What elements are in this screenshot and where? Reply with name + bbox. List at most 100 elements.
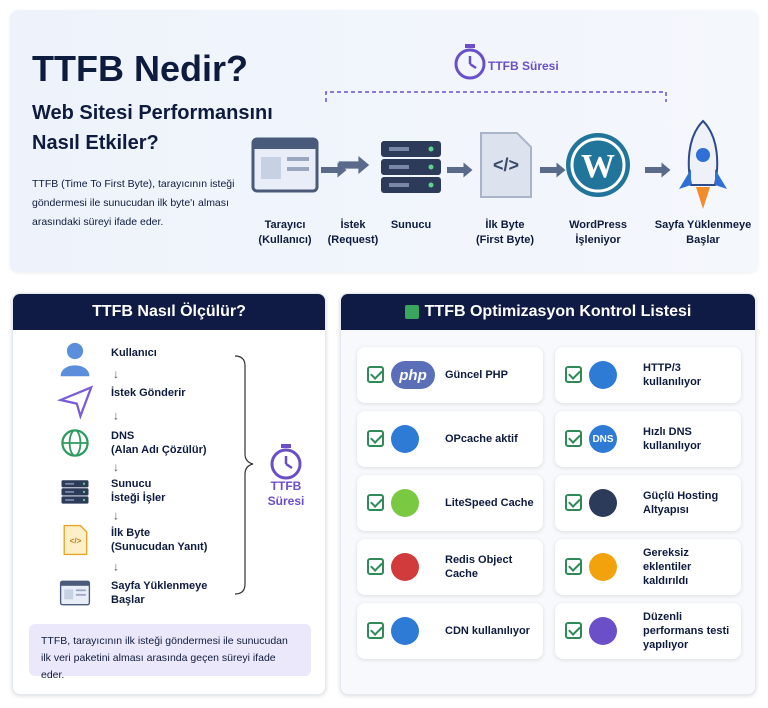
item-text: Hızlı DNS kullanılıyor [643, 426, 702, 452]
shape [61, 480, 89, 488]
shape [64, 589, 74, 600]
title: TTFB Nedir? [32, 48, 248, 89]
item-text: Düzenli performans testi yapılıyor [643, 611, 730, 651]
icon [381, 141, 441, 193]
icon [540, 162, 566, 178]
subtitle-line: Web Sitesi Performansını [32, 102, 273, 124]
shape [566, 133, 630, 197]
checklist-item: Güçlü Hosting Altyapısı [555, 475, 741, 531]
checklist-item: Gereksiz eklentiler kaldırıldı [555, 539, 741, 595]
shape [480, 132, 532, 198]
subtitle: Web Sitesi Performansını Nasıl Etkiler? [32, 98, 273, 158]
checklist-item: HTTP/3 kullanılıyor [555, 347, 741, 403]
note: TTFB, tarayıcının ilk isteği göndermesi … [29, 624, 311, 681]
shape [284, 456, 293, 470]
shape [389, 165, 409, 169]
item-icon: php [391, 361, 435, 389]
checkbox [367, 558, 384, 575]
checkbox [367, 430, 384, 447]
shape [389, 147, 409, 151]
shape [381, 159, 441, 175]
shape [679, 169, 727, 189]
checkbox [565, 622, 582, 639]
header-panel: TTFB Nedir? Web Sitesi Performansını Nas… [10, 10, 758, 272]
glyph: ↓ [113, 460, 119, 474]
panel-header: TTFB Nasıl Ölçülür? [13, 294, 325, 330]
shape [428, 164, 434, 170]
shape [696, 148, 710, 162]
step-label: Başlar [111, 594, 145, 606]
item-text: Güncel PHP [445, 369, 508, 381]
step-label: WordPress [569, 219, 627, 231]
span-bracket [325, 91, 667, 102]
shape [60, 581, 90, 586]
step-label: (Kullanıcı) [258, 234, 312, 246]
subtitle-line: Nasıl Etkiler? [32, 132, 159, 154]
shape [65, 491, 75, 493]
item-icon [589, 553, 617, 581]
step-label: (Request) [328, 234, 379, 246]
shape [389, 183, 409, 187]
description: TTFB (Time To First Byte), tarayıcının i… [32, 178, 235, 228]
icon-text: </> [70, 537, 82, 546]
checkbox [565, 430, 582, 447]
step-label: (Sunucudan Yanıt) [111, 541, 208, 553]
checklist-item: DNS Hızlı DNS kullanılıyor [555, 411, 741, 467]
glyph: ↓ [113, 409, 119, 423]
icon [251, 137, 319, 193]
step-label: Sayfa Yüklenmeye [655, 219, 751, 231]
shape [270, 448, 302, 480]
step-label: Kullanıcı [111, 347, 157, 359]
shape [381, 177, 441, 193]
span-label: Süresi [268, 494, 305, 508]
span-label: TTFB [271, 479, 302, 493]
item-text: Redis Object Cache [445, 554, 513, 580]
shape [61, 496, 89, 504]
shape [75, 593, 86, 596]
step-label: Sayfa Yüklenmeye [111, 580, 207, 592]
icon [61, 429, 89, 457]
item-icon [391, 489, 419, 517]
icon [447, 162, 473, 178]
item-icon [589, 617, 617, 645]
checklist-item: LiteSpeed Cache [357, 475, 543, 531]
icon: </> [480, 132, 532, 198]
shape [645, 162, 671, 178]
icon [61, 480, 89, 504]
checklist-panel: TTFB Optimizasyon Kontrol Listesi php Gün… [340, 293, 756, 695]
shape [570, 137, 626, 193]
step-label: (First Byte) [476, 234, 534, 246]
item-icon [589, 489, 617, 517]
shape [82, 482, 86, 485]
icon [270, 444, 302, 480]
shape [465, 44, 475, 48]
shape [60, 365, 90, 377]
item-text: LiteSpeed Cache [445, 497, 534, 509]
item-text: Güçlü Hosting Altyapısı [643, 490, 719, 516]
item-text: HTTP/3 kullanılıyor [643, 362, 702, 388]
shape [82, 490, 86, 494]
glyph: ↓ [113, 509, 119, 523]
checkbox [367, 366, 384, 383]
shape [281, 444, 291, 448]
item-text: OPcache aktif [445, 433, 518, 445]
icon [59, 580, 91, 606]
checkbox [367, 494, 384, 511]
icon: </> [63, 524, 88, 556]
icon: W [566, 133, 630, 197]
step-label: Tarayıcı [265, 219, 306, 231]
shape [287, 167, 309, 171]
span-label: TTFB Süresi [488, 59, 559, 73]
panel-header: TTFB Optimizasyon Kontrol Listesi [341, 294, 755, 330]
step-label: İstek Gönderir [111, 386, 186, 399]
shape [261, 157, 281, 179]
shape [75, 589, 86, 592]
step-label: İlk Byte [111, 526, 150, 539]
panel-title: TTFB Nasıl Ölçülür? [92, 303, 246, 320]
step-label: DNS [111, 430, 134, 442]
icon-text: </> [493, 155, 519, 175]
shape [447, 162, 473, 178]
checklist-item: php Güncel PHP [357, 347, 543, 403]
glyph: ↓ [113, 560, 119, 574]
checkbox [565, 366, 582, 383]
